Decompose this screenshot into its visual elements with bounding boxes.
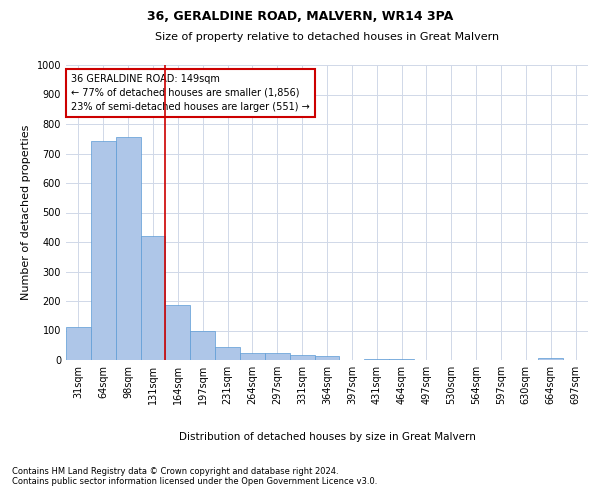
Bar [66, 326, 91, 360]
Text: Distribution of detached houses by size in Great Malvern: Distribution of detached houses by size … [179, 432, 475, 442]
Bar [116, 138, 140, 360]
Text: 36, GERALDINE ROAD, MALVERN, WR14 3PA: 36, GERALDINE ROAD, MALVERN, WR14 3PA [147, 10, 453, 23]
Bar [364, 358, 389, 360]
Bar [91, 141, 116, 360]
Text: Contains HM Land Registry data © Crown copyright and database right 2024.: Contains HM Land Registry data © Crown c… [12, 467, 338, 476]
Bar [140, 236, 166, 360]
Bar [166, 306, 190, 360]
Title: Size of property relative to detached houses in Great Malvern: Size of property relative to detached ho… [155, 32, 499, 42]
Bar [290, 354, 314, 360]
Bar [240, 352, 265, 360]
Text: 36 GERALDINE ROAD: 149sqm
← 77% of detached houses are smaller (1,856)
23% of se: 36 GERALDINE ROAD: 149sqm ← 77% of detac… [71, 74, 310, 112]
Bar [314, 356, 340, 360]
Bar [190, 331, 215, 360]
Y-axis label: Number of detached properties: Number of detached properties [21, 125, 31, 300]
Bar [265, 352, 290, 360]
Text: Contains public sector information licensed under the Open Government Licence v3: Contains public sector information licen… [12, 477, 377, 486]
Bar [538, 358, 563, 360]
Bar [215, 346, 240, 360]
